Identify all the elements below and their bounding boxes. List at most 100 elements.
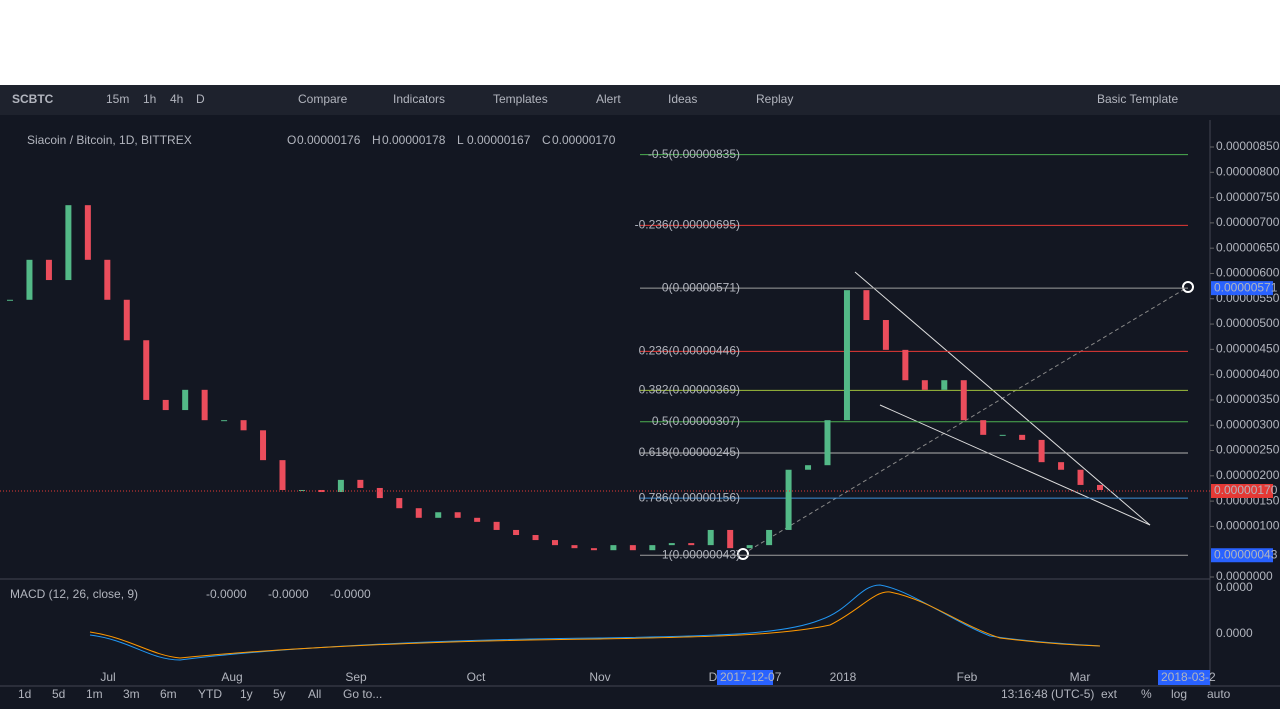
candle [396,498,403,509]
toolbar-button[interactable]: Alert [596,92,621,106]
macd-value: -0.0000 [268,587,309,601]
x-tick-label: Jul [100,670,115,684]
candle [357,479,364,488]
candle [26,259,33,300]
y-tick-label: 0.00000850 [1216,139,1280,153]
candle [454,512,461,518]
candle [590,548,597,551]
candle [415,508,422,518]
y-tick-label: 0.00000700 [1216,215,1280,229]
candle [182,389,189,411]
candle [201,389,208,421]
candle [1038,439,1045,463]
candle [727,529,734,549]
fib-label: -0.236(0.00000695) [635,218,740,232]
toolbar-button[interactable]: Compare [298,92,348,106]
x-tick-label: Mar [1070,670,1091,684]
date-tag-label: 2017-12-07 [720,670,782,684]
candle [162,399,169,411]
x-tick-label: Nov [589,670,610,684]
candle [84,205,91,260]
fib-label: 0.236(0.00000446) [639,344,740,358]
range-button[interactable]: 5y [273,687,286,701]
price-tag [1211,548,1273,563]
candle [629,545,636,551]
range-button[interactable]: All [308,687,321,701]
x-tick-label: D [709,670,718,684]
y-tick-label: 0.00000650 [1216,240,1280,254]
range-button[interactable]: 3m [123,687,140,701]
range-button[interactable]: Go to... [343,687,382,701]
candle [980,420,987,435]
toolbar-button[interactable]: Ideas [668,92,697,106]
candle [785,469,792,530]
scale-button[interactable]: ext [1101,687,1118,701]
range-button[interactable]: 1m [86,687,103,701]
macd-value: -0.0000 [330,587,371,601]
candle [610,545,617,551]
toolbar-button[interactable]: Indicators [393,92,445,106]
fib-label: 0.5(0.00000307) [652,414,740,428]
candle [65,205,72,281]
candle [1058,462,1065,470]
macd-axis-label: 0.0000 [1216,626,1253,640]
handle[interactable] [1182,281,1194,293]
x-tick-label: Sep [345,670,367,684]
candle [999,434,1006,436]
y-tick-label: 0.00000500 [1216,316,1280,330]
interval[interactable]: 15m [106,92,129,106]
legend-title: Siacoin / Bitcoin, 1D, BITTREX [27,133,192,147]
fib-label: 0.382(0.00000369) [639,383,740,397]
ohlc-key: C [542,133,551,147]
template[interactable]: Basic Template [1097,92,1178,106]
candle [221,420,228,422]
interval[interactable]: 4h [170,92,183,106]
macd-title: MACD (12, 26, close, 9) [10,587,138,601]
candle [513,529,520,536]
candle [143,340,150,400]
interval[interactable]: D [196,92,205,106]
scale-button[interactable]: log [1171,687,1187,701]
signal-line [89,591,1101,659]
clock: 13:16:48 (UTC-5) [1001,687,1094,701]
range-button[interactable]: 5d [52,687,65,701]
x-tick-label: Feb [957,670,978,684]
ohlc-key: L [457,133,464,147]
y-tick-label: 0.0000000 [1216,569,1273,583]
y-tick-label: 0.00000400 [1216,367,1280,381]
toolbar-button[interactable]: Replay [756,92,793,106]
y-tick-label: 0.00000450 [1216,342,1280,356]
price-tag [1211,484,1273,498]
candle [688,543,695,546]
candle [45,259,52,281]
candle [571,545,578,549]
candle [337,479,344,493]
candle [746,545,753,549]
ohlc-key: O [287,133,296,147]
fib-label: -0.5(0.00000835) [648,147,740,161]
handle[interactable] [737,548,749,560]
toolbar-button[interactable]: Templates [493,92,548,106]
fib-label: 0.786(0.00000156) [639,490,740,504]
y-tick-label: 0.00000800 [1216,164,1280,178]
candle [493,521,500,530]
candle [707,529,714,546]
candle [474,517,481,522]
interval[interactable]: 1h [143,92,156,106]
candle [376,487,383,499]
macd-axis-label: 0.0000 [1216,580,1253,594]
scale-button[interactable]: % [1141,687,1152,701]
candle [805,465,812,470]
candle [824,420,831,466]
date-tag [1158,670,1210,685]
y-tick-label: 0.00000100 [1216,519,1280,533]
range-button[interactable]: 1y [240,687,253,701]
trendline [854,271,1151,526]
price-tag [1211,281,1273,296]
range-button[interactable]: YTD [198,687,222,701]
scale-button[interactable]: auto [1207,687,1231,701]
symbol[interactable]: SCBTC [12,92,54,106]
candle [960,380,967,421]
range-button[interactable]: 6m [160,687,177,701]
range-button[interactable]: 1d [18,687,31,701]
